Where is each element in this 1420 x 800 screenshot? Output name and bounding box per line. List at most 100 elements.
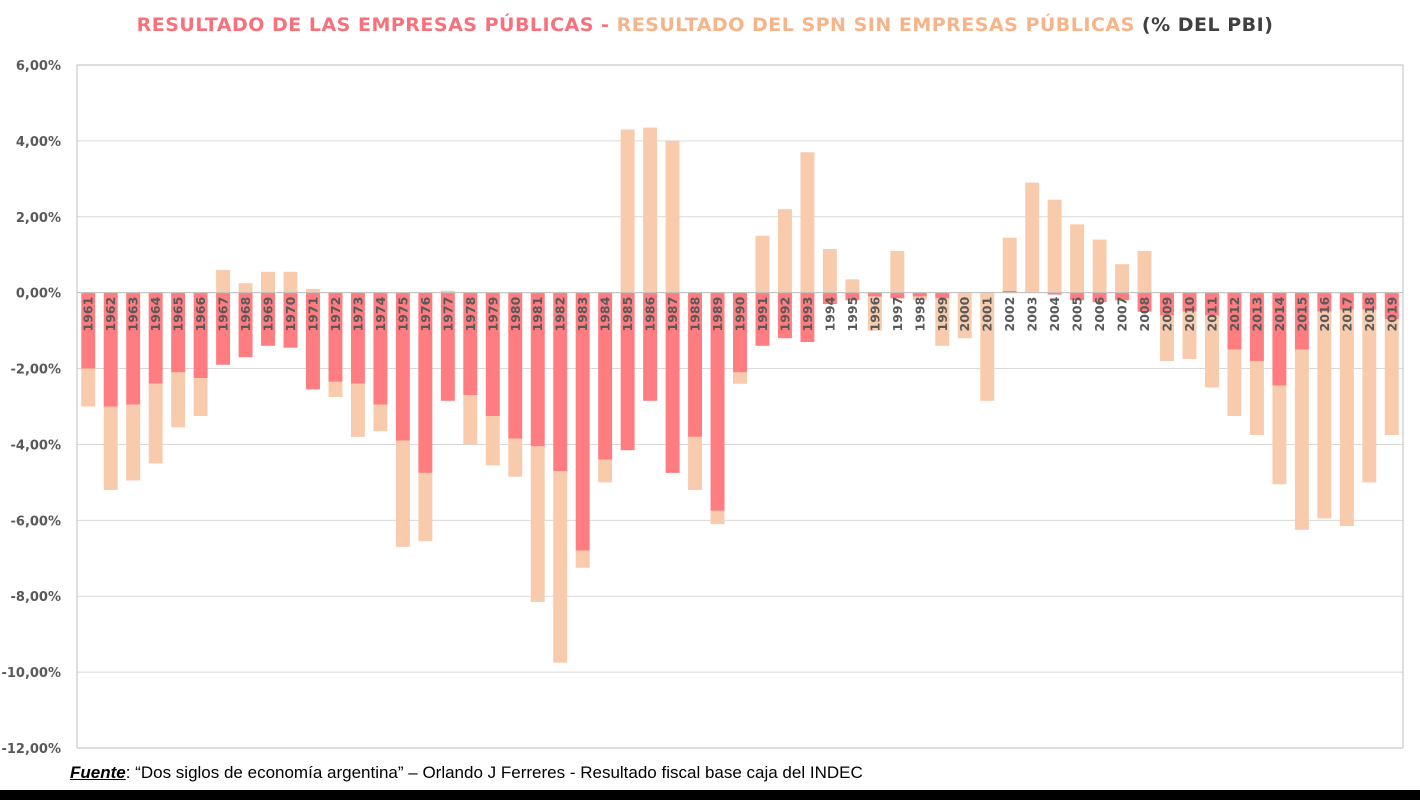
bar-spn-sin-empresas <box>688 436 703 490</box>
x-tick-label: 1996 <box>867 296 882 331</box>
y-tick-label: -8,00% <box>11 590 62 605</box>
bar-empresas-publicas <box>193 292 208 379</box>
y-tick-label: -4,00% <box>11 438 62 453</box>
chart-title: RESULTADO DE LAS EMPRESAS PÚBLICAS - RES… <box>0 14 1410 36</box>
bar-spn-sin-empresas <box>1384 319 1399 435</box>
bar-empresas-publicas <box>912 292 927 297</box>
bar-empresas-publicas <box>890 292 905 299</box>
chart-title-separator: - <box>593 14 617 36</box>
x-tick-label: 2001 <box>980 297 995 332</box>
bar-empresas-publicas <box>238 292 253 358</box>
bar-spn-sin-empresas <box>508 438 523 477</box>
bar-empresas-publicas <box>148 292 163 384</box>
bar-empresas-publicas <box>508 292 523 439</box>
x-tick-label: 1993 <box>800 297 815 332</box>
bar-empresas-publicas <box>1384 292 1399 320</box>
bar-empresas-publicas <box>1070 292 1085 301</box>
bar-spn-sin-empresas <box>733 372 747 384</box>
bar-spn-sin-empresas <box>912 296 927 301</box>
bar-spn-sin-empresas <box>1070 224 1085 293</box>
bar-empresas-publicas <box>867 292 882 297</box>
chart-title-part1: RESULTADO DE LAS EMPRESAS PÚBLICAS <box>136 14 594 36</box>
x-tick-label: 2015 <box>1294 297 1309 332</box>
bar-empresas-publicas <box>328 292 343 382</box>
x-tick-label: 1980 <box>508 296 523 331</box>
bar-spn-sin-empresas <box>1294 349 1309 530</box>
source-note: Fuente: “Dos siglos de economía argentin… <box>70 763 863 783</box>
bar-spn-sin-empresas <box>1160 315 1174 361</box>
bar-empresas-publicas <box>373 292 388 405</box>
x-tick-label: 1995 <box>845 297 860 332</box>
bar-spn-sin-empresas <box>957 292 972 339</box>
bar-spn-sin-empresas <box>283 271 298 293</box>
x-tick-label: 1998 <box>912 297 927 332</box>
x-tick-label: 1969 <box>261 297 276 332</box>
bar-spn-sin-empresas <box>575 550 590 568</box>
bar-empresas-publicas <box>643 292 658 401</box>
bar-empresas-publicas <box>777 292 792 339</box>
bar-empresas-publicas <box>103 292 118 407</box>
bar-spn-sin-empresas <box>755 235 770 293</box>
bar-empresas-publicas <box>216 292 231 365</box>
x-tick-label: 1987 <box>665 297 680 332</box>
bar-spn-sin-empresas <box>530 446 545 602</box>
x-tick-label: 1963 <box>126 297 141 332</box>
bar-spn-sin-empresas <box>1025 182 1040 293</box>
bar-empresas-publicas <box>575 292 590 551</box>
bar-spn-sin-empresas <box>867 296 882 331</box>
bar-spn-sin-empresas <box>1272 385 1287 485</box>
bar-spn-sin-empresas <box>553 471 568 663</box>
bar-empresas-publicas <box>1115 292 1130 301</box>
bar-spn-sin-empresas <box>81 368 96 407</box>
bar-empresas-publicas <box>418 292 433 473</box>
bar-empresas-publicas <box>710 292 725 511</box>
bar-spn-sin-empresas <box>643 127 658 293</box>
bar-spn-sin-empresas <box>418 472 433 542</box>
plot-border <box>76 64 1404 749</box>
bar-spn-sin-empresas <box>328 381 343 398</box>
x-tick-label: 1972 <box>328 297 343 332</box>
x-tick-label: 2010 <box>1182 296 1197 331</box>
x-tick-label: 1970 <box>283 296 298 331</box>
x-tick-label: 1977 <box>440 297 455 332</box>
x-tick-label: 1964 <box>148 296 163 331</box>
bar-empresas-publicas <box>1272 292 1287 386</box>
x-tick-label: 2018 <box>1362 297 1377 332</box>
x-tick-label: 1979 <box>485 297 500 332</box>
x-tick-label: 1962 <box>103 297 118 332</box>
x-tick-label: 1988 <box>688 297 703 332</box>
x-tick-label: 1986 <box>643 296 658 331</box>
x-tick-label: 1967 <box>216 297 231 332</box>
bar-spn-sin-empresas <box>1362 309 1377 483</box>
bar-spn-sin-empresas <box>485 415 500 466</box>
x-tick-label: 2003 <box>1025 297 1040 332</box>
bar-spn-sin-empresas <box>1137 250 1152 293</box>
x-tick-label: 1989 <box>710 297 725 332</box>
x-tick-label: 2002 <box>1002 297 1017 332</box>
x-tick-label: 1961 <box>81 297 96 332</box>
x-tick-label: 1990 <box>733 296 748 331</box>
bar-empresas-publicas <box>306 292 320 390</box>
x-tick-label: 1966 <box>193 296 208 331</box>
bar-spn-sin-empresas <box>800 152 815 293</box>
source-text: : “Dos siglos de economía argentina” – O… <box>125 763 863 782</box>
bar-empresas-publicas <box>1160 292 1174 316</box>
bar-empresas-publicas <box>1002 290 1017 293</box>
bar-empresas-publicas <box>688 292 703 437</box>
bar-empresas-publicas <box>822 292 837 305</box>
y-tick-label: 2,00% <box>16 211 61 226</box>
x-tick-label: 2017 <box>1339 297 1354 332</box>
bar-spn-sin-empresas <box>238 283 253 293</box>
bar-empresas-publicas <box>665 292 680 473</box>
bar-spn-sin-empresas <box>440 290 455 293</box>
bar-empresas-publicas <box>463 292 478 396</box>
bar-spn-sin-empresas <box>1182 311 1197 360</box>
bar-empresas-publicas <box>1294 292 1309 350</box>
x-tick-label: 2007 <box>1115 297 1130 332</box>
bar-empresas-publicas <box>800 292 815 342</box>
bar-spn-sin-empresas <box>373 404 388 432</box>
bar-empresas-publicas <box>553 292 568 472</box>
bar-spn-sin-empresas <box>1339 309 1354 527</box>
x-tick-label: 2012 <box>1227 297 1242 332</box>
bar-empresas-publicas <box>126 292 141 405</box>
